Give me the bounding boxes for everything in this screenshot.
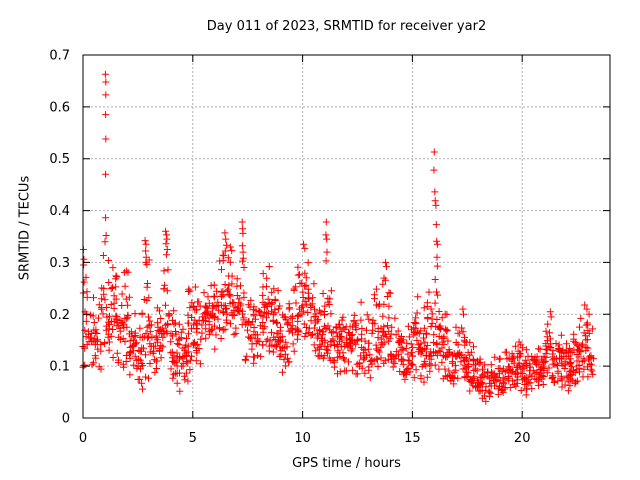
y-tick-label: 0.7 xyxy=(49,49,70,64)
grid-lines xyxy=(83,55,610,418)
x-tick-label: 10 xyxy=(294,431,311,446)
y-tick-label: 0 xyxy=(62,412,70,427)
y-tick-label: 0.3 xyxy=(49,256,70,271)
y-tick-label: 0.4 xyxy=(49,204,70,219)
scatter-points xyxy=(79,70,597,405)
x-tick-label: 20 xyxy=(514,431,531,446)
x-tick-label: 0 xyxy=(79,431,87,446)
plot-border xyxy=(82,54,611,419)
tick-labels: 0 5 10 15 20 0 0.1 0.2 0.3 0.4 0.5 0.6 0.7 xyxy=(49,49,530,447)
x-axis-label: GPS time / hours xyxy=(292,456,401,471)
y-tick-label: 0.2 xyxy=(49,308,70,323)
chart-title: Day 011 of 2023, SRMTID for receiver yar… xyxy=(206,19,487,34)
y-tick-label: 0.6 xyxy=(49,100,70,115)
y-axis-label: SRMTID / TECUs xyxy=(17,175,33,281)
y-tick-label: 0.1 xyxy=(49,360,70,375)
x-tick-label: 5 xyxy=(189,431,197,446)
y-tick-label: 0.5 xyxy=(49,152,70,167)
x-tick-label: 15 xyxy=(404,431,421,446)
